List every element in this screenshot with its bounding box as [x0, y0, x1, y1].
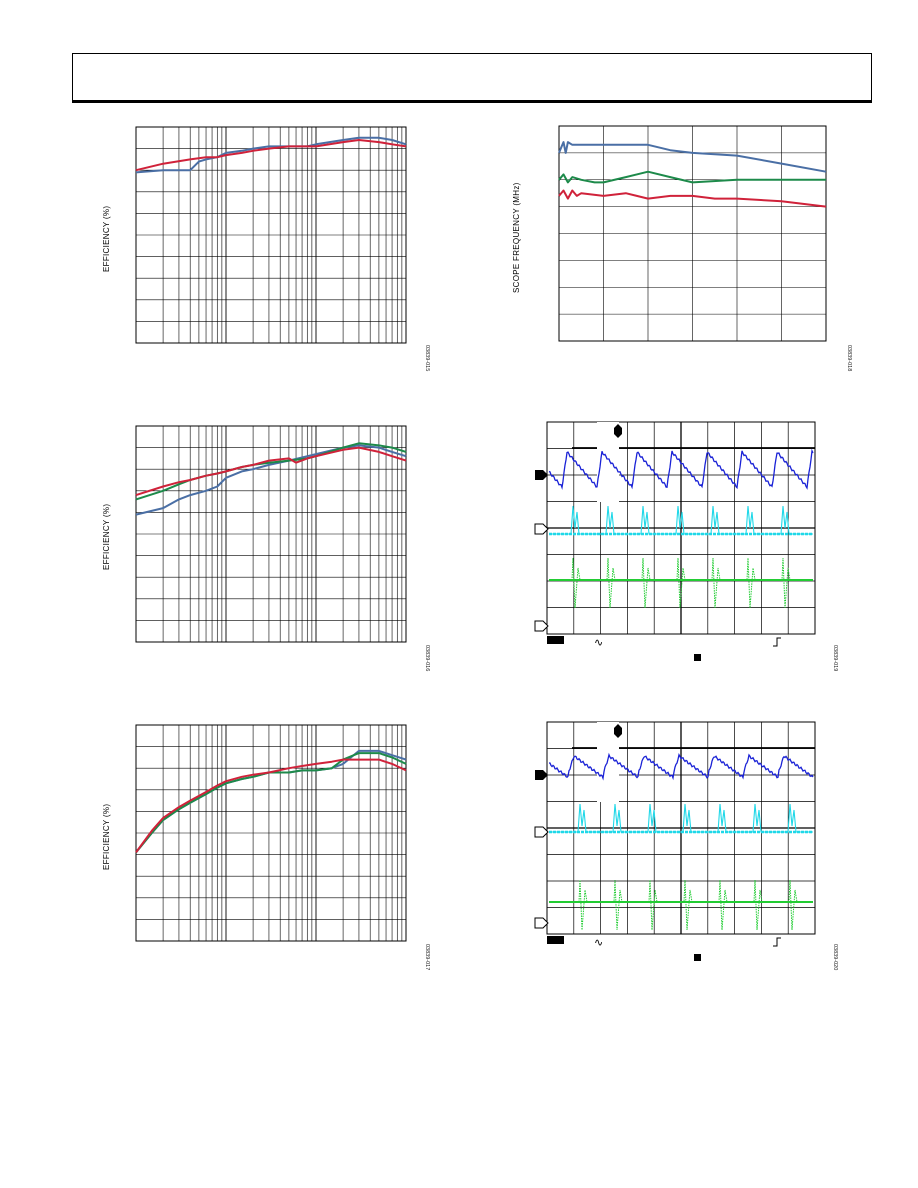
series-line-3 [558, 189, 827, 208]
trigger-marker-icon [614, 424, 622, 438]
series-line-2 [558, 170, 826, 184]
efficiency-chart-3-svg [135, 724, 407, 942]
scope-capture-1-fignum: 03839-019 [832, 645, 838, 672]
series-line-3 [135, 446, 407, 497]
channel-2-marker-icon [534, 826, 549, 838]
scope-capture-2: ∿ [534, 721, 816, 961]
series-line-1 [135, 444, 407, 516]
channel-3-marker-icon [534, 917, 549, 929]
scope-channel-block-icon [547, 936, 564, 944]
series-line-1 [135, 136, 407, 174]
scope-capture-1: ∿ [534, 421, 816, 661]
scope-trace-ch1 [549, 752, 814, 781]
scope-capture-2-svg: ∿ [534, 721, 816, 961]
efficiency-chart-1 [135, 126, 407, 344]
scope-marker-square-icon [694, 954, 701, 961]
series-line-2 [135, 752, 407, 854]
scope-capture-1-svg: ∿ [534, 421, 816, 661]
scope-frequency-chart-ylabel: SCOPE FREQUENCY (MHz) [512, 182, 521, 293]
efficiency-chart-2-ylabel: EFFICIENCY (%) [102, 503, 111, 570]
efficiency-chart-3-ylabel: EFFICIENCY (%) [102, 803, 111, 870]
channel-1-marker-icon [535, 770, 548, 780]
trigger-marker-icon [614, 724, 622, 738]
scope-frequency-chart [558, 125, 827, 342]
efficiency-chart-2-fignum: 03839-016 [424, 645, 430, 672]
series-line-2 [135, 139, 407, 172]
scope-frequency-chart-svg [558, 125, 827, 342]
series-line-1 [558, 141, 827, 173]
bandwidth-limit-icon: ∿ [594, 936, 603, 949]
scope-overlay-box [597, 422, 619, 502]
scope-marker-square-icon [694, 654, 701, 661]
scope-channel-block-icon [547, 636, 564, 644]
bandwidth-limit-icon: ∿ [594, 636, 603, 649]
trigger-edge-icon [773, 637, 781, 647]
efficiency-chart-2 [135, 425, 407, 643]
trigger-edge-icon [773, 937, 781, 947]
efficiency-chart-3-fignum: 03839-017 [424, 944, 430, 971]
series-line-3 [135, 758, 407, 853]
page-header-box [72, 53, 872, 103]
scope-frequency-chart-fignum: 03839-018 [846, 345, 852, 372]
channel-3-marker-icon [534, 620, 549, 632]
efficiency-chart-3 [135, 724, 407, 942]
efficiency-chart-1-fignum: 03839-015 [424, 345, 430, 372]
efficiency-chart-2-svg [135, 425, 407, 643]
channel-1-marker-icon [535, 470, 548, 480]
efficiency-chart-1-svg [135, 126, 407, 344]
channel-2-marker-icon [534, 523, 549, 535]
efficiency-chart-1-ylabel: EFFICIENCY (%) [102, 205, 111, 272]
scope-capture-2-fignum: 03839-020 [832, 944, 838, 971]
scope-trace-ch1 [548, 448, 814, 490]
scope-overlay-box [597, 722, 619, 802]
